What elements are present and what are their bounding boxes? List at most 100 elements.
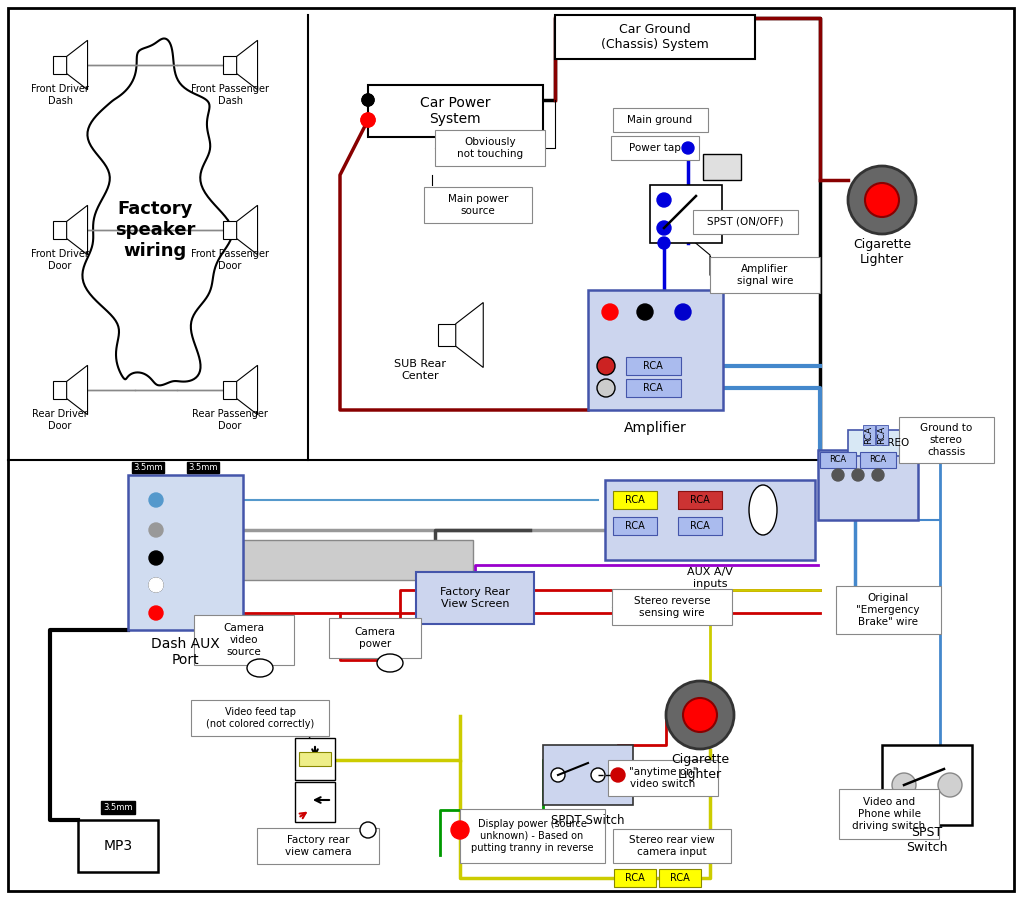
Bar [460, 809, 604, 863]
Text: Ground to
stereo
chassis: Ground to stereo chassis [920, 423, 972, 457]
Circle shape [149, 493, 162, 507]
Polygon shape [66, 365, 88, 414]
Bar [613, 829, 731, 863]
Circle shape [551, 768, 565, 782]
Circle shape [657, 193, 671, 207]
Circle shape [658, 237, 670, 249]
Circle shape [637, 304, 653, 320]
Circle shape [892, 773, 916, 797]
Bar [608, 760, 718, 796]
Circle shape [149, 551, 162, 565]
Text: MP3: MP3 [103, 839, 133, 853]
Bar [243, 540, 473, 580]
Text: SPST
Switch: SPST Switch [907, 826, 947, 854]
Circle shape [848, 166, 916, 234]
Bar [128, 475, 243, 630]
Text: RCA: RCA [625, 495, 645, 505]
Text: RCA: RCA [865, 426, 874, 444]
Bar [625, 357, 681, 375]
Bar [368, 85, 543, 137]
Bar [416, 572, 535, 624]
Text: RCA: RCA [625, 521, 645, 531]
Circle shape [149, 578, 162, 592]
Text: Original
"Emergency
Brake" wire: Original "Emergency Brake" wire [856, 593, 920, 627]
Bar [613, 517, 657, 535]
Bar [703, 154, 741, 180]
Text: Car Power
System: Car Power System [420, 96, 491, 126]
Bar [543, 745, 633, 805]
Text: RCA: RCA [625, 873, 645, 883]
Bar [438, 324, 456, 346]
Bar [650, 185, 722, 243]
Text: Factory
speaker
wiring: Factory speaker wiring [114, 200, 195, 260]
Text: RCA: RCA [690, 521, 710, 531]
Circle shape [938, 773, 962, 797]
Bar [295, 782, 335, 822]
Bar [78, 820, 158, 872]
Bar [710, 257, 820, 293]
Bar [224, 57, 237, 74]
Text: SPST (ON/OFF): SPST (ON/OFF) [707, 217, 783, 227]
Text: Amplifier: Amplifier [624, 421, 687, 435]
Text: RCA: RCA [690, 495, 710, 505]
Circle shape [682, 142, 694, 154]
Text: RCA: RCA [830, 456, 846, 465]
Circle shape [149, 578, 162, 592]
Text: Rear Passenger
Door: Rear Passenger Door [192, 409, 268, 431]
Circle shape [361, 113, 375, 127]
Text: Cigarette
Lighter: Cigarette Lighter [853, 238, 911, 266]
Text: Video feed tap
(not colored correctly): Video feed tap (not colored correctly) [205, 708, 314, 729]
Bar [224, 221, 237, 238]
Text: Main ground: Main ground [628, 115, 693, 125]
Bar [329, 618, 421, 658]
Text: STEREO: STEREO [869, 438, 910, 448]
Polygon shape [237, 365, 258, 414]
Text: SPDT Switch: SPDT Switch [551, 814, 624, 826]
Bar [659, 869, 701, 887]
Bar [555, 15, 755, 59]
Text: 3.5mm: 3.5mm [188, 463, 218, 472]
Text: SUB Rear
Center: SUB Rear Center [394, 360, 446, 381]
Circle shape [362, 94, 374, 106]
Text: Amplifier
signal wire: Amplifier signal wire [737, 264, 793, 286]
Text: RCA: RCA [878, 426, 886, 444]
Ellipse shape [749, 485, 777, 535]
Bar [588, 290, 723, 410]
Bar [53, 57, 66, 74]
Bar [848, 430, 930, 456]
Text: Car Ground
(Chassis) System: Car Ground (Chassis) System [601, 23, 709, 51]
Text: Power tap: Power tap [630, 143, 681, 153]
Bar [611, 136, 699, 160]
Bar [820, 452, 856, 468]
Bar [625, 379, 681, 397]
Text: RCA: RCA [643, 361, 663, 371]
Circle shape [602, 304, 618, 320]
Text: Rear Driver
Door: Rear Driver Door [32, 409, 88, 431]
Bar [678, 517, 722, 535]
Text: 3.5mm: 3.5mm [133, 463, 162, 472]
Text: Factory Rear
View Screen: Factory Rear View Screen [440, 587, 510, 609]
Text: Video and
Phone while
driving switch: Video and Phone while driving switch [852, 797, 926, 831]
Polygon shape [456, 302, 483, 368]
Ellipse shape [377, 654, 403, 672]
Text: Stereo rear view
camera input: Stereo rear view camera input [630, 835, 714, 857]
Bar [612, 589, 732, 625]
Bar [194, 615, 294, 665]
Circle shape [362, 94, 374, 106]
Circle shape [872, 469, 884, 481]
Polygon shape [66, 205, 88, 254]
Circle shape [149, 523, 162, 537]
Bar [818, 450, 918, 520]
Text: Front Passenger
Door: Front Passenger Door [191, 249, 269, 271]
Circle shape [657, 221, 671, 235]
Bar [299, 752, 331, 766]
Text: RCA: RCA [670, 873, 690, 883]
Circle shape [597, 357, 615, 375]
Bar [898, 417, 993, 463]
Text: Front Driver
Dash: Front Driver Dash [31, 85, 89, 106]
Polygon shape [237, 40, 258, 90]
Circle shape [683, 698, 717, 732]
Bar [295, 738, 335, 780]
Text: Obviously
not touching: Obviously not touching [457, 138, 523, 159]
Text: Front Driver
Door: Front Driver Door [31, 249, 89, 271]
